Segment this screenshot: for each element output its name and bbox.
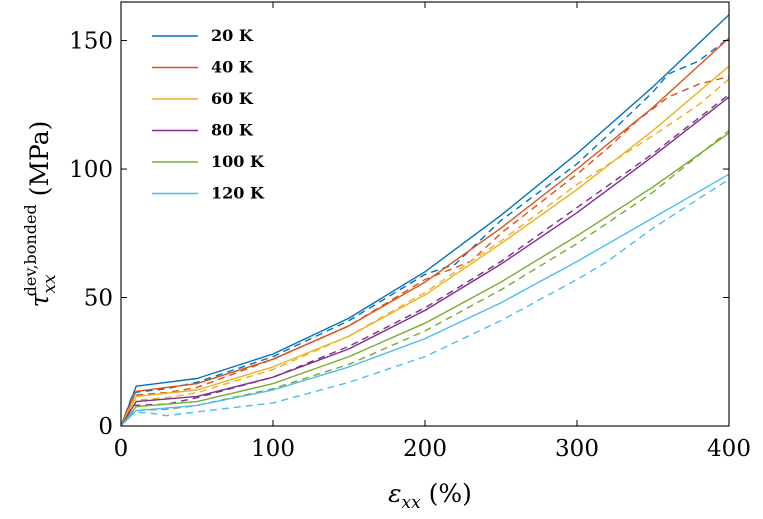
series-line-0: [120, 14, 730, 427]
x-tick-label-3: 300: [555, 436, 599, 462]
legend-label-4: 100 K: [211, 152, 265, 171]
legend-label-2: 60 K: [211, 89, 254, 108]
x-axis-label-subscript: xx: [401, 493, 421, 513]
axes: 0 100 200 300 400 0 50 100 150: [69, 1, 751, 462]
y-axis-label-unit: (MPa): [25, 121, 54, 197]
series-line-2-dashed: [120, 78, 730, 427]
y-axis-label-superscript: dev,bonded: [21, 204, 40, 296]
x-tick-label-0: 0: [114, 436, 129, 462]
series-line-4-dashed: [120, 129, 730, 427]
series-line-3: [120, 96, 730, 427]
plot-area: [120, 14, 730, 427]
series-line-0-dashed: [120, 37, 730, 427]
y-tick-label-0: 0: [98, 414, 113, 440]
series-line-3-dashed: [120, 93, 730, 427]
x-axis-label-unit: (%): [429, 479, 472, 508]
axis-labels: εxx (%) τxxdev,bonded(MPa): [21, 121, 472, 513]
series-line-5-dashed: [120, 178, 730, 427]
legend-label-1: 40 K: [211, 58, 254, 77]
x-tick-label-4: 400: [707, 436, 751, 462]
x-axis-label-symbol: ε: [388, 479, 401, 508]
y-axis-label-subscript: xx: [40, 274, 60, 294]
legend-label-5: 120 K: [211, 184, 265, 203]
legend-label-3: 80 K: [211, 121, 254, 140]
x-axis-label: εxx (%): [388, 479, 472, 513]
series-line-1: [120, 37, 730, 427]
y-tick-label-2: 100: [69, 157, 113, 183]
series-line-5: [120, 173, 730, 427]
y-tick-label-1: 50: [84, 286, 113, 312]
legend: 20 K 40 K 60 K 80 K 100 K 120 K: [152, 26, 265, 203]
x-tick-label-1: 100: [251, 436, 295, 462]
y-axis-label-symbol: τ: [25, 292, 54, 307]
y-tick-label-3: 150: [69, 29, 113, 55]
y-axis-label: τxxdev,bonded (MPa): [21, 121, 60, 308]
x-tick-label-2: 200: [403, 436, 447, 462]
series-line-2: [120, 65, 730, 427]
legend-label-0: 20 K: [211, 26, 254, 45]
series-line-4: [120, 132, 730, 427]
